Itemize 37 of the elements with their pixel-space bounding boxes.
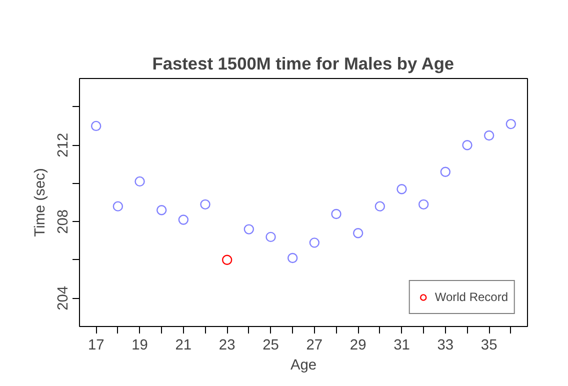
x-tick-label: 29 — [350, 338, 366, 354]
x-tick-label: 27 — [306, 338, 323, 354]
x-tick-label: 23 — [218, 338, 236, 354]
y-tick-label: 212 — [56, 132, 72, 158]
point — [90, 120, 102, 132]
point — [352, 228, 364, 238]
y-tick-label: 208 — [56, 209, 72, 234]
point — [200, 199, 210, 210]
y-axis-title: Time (sec) — [32, 168, 48, 237]
point — [484, 130, 494, 141]
x-tick-label: 17 — [88, 338, 104, 354]
point — [506, 118, 516, 130]
point — [331, 208, 342, 220]
point — [287, 252, 298, 264]
point — [178, 214, 189, 225]
point — [156, 205, 167, 216]
x-tick-label: 19 — [132, 338, 148, 354]
chart-title: Fastest 1500M time for Males by Age — [152, 54, 454, 74]
point — [396, 184, 407, 194]
point — [244, 224, 254, 234]
point — [134, 176, 145, 187]
point — [462, 140, 472, 150]
x-tick-label: 25 — [262, 338, 279, 354]
x-tick-label: 31 — [394, 338, 410, 354]
point — [374, 201, 386, 212]
y-tick-label: 204 — [56, 286, 72, 310]
x-tick-label: 21 — [175, 338, 192, 354]
point — [222, 254, 232, 265]
point — [418, 199, 429, 210]
x-tick-label: 35 — [480, 338, 498, 354]
point — [440, 166, 451, 177]
point — [309, 238, 320, 248]
point — [112, 201, 124, 212]
legend-label: World Record — [434, 290, 508, 304]
x-tick-label: 33 — [437, 338, 454, 354]
x-axis-title: Age — [290, 358, 317, 374]
point — [266, 232, 276, 242]
